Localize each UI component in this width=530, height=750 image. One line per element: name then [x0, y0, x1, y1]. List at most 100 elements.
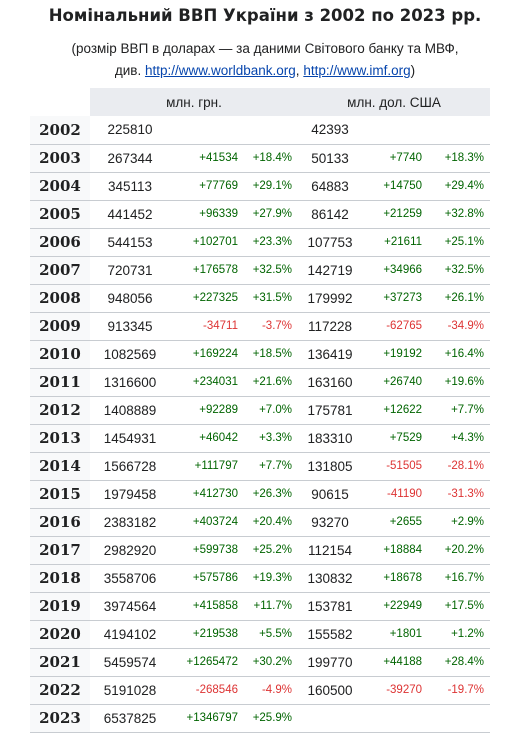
year-cell: 2023 [30, 704, 90, 732]
uah-value-cell: 913345 [107, 318, 153, 334]
year-cell: 2005 [30, 200, 90, 228]
uah-percent-cell: +26.3% [252, 488, 293, 500]
usd-percent-cell: +18.3% [444, 152, 485, 164]
usd-percent-cell: -31.3% [447, 488, 485, 500]
uah-percent-cell: +29.1% [252, 180, 293, 192]
uah-value-cell: 3974564 [103, 598, 157, 614]
uah-change-cell: +176578 [192, 264, 238, 276]
uah-value-cell: 6537825 [103, 710, 157, 726]
uah-percent-cell [244, 116, 298, 144]
usd-percent-cell: +28.4% [444, 656, 485, 668]
uah-value-cell: 1082569 [103, 346, 157, 362]
usd-percent-cell: +4.3% [451, 432, 485, 444]
table-row: 2017 2982920 +599738 +25.2% 112154 +18884 +20.… [30, 536, 491, 564]
usd-value-cell: 163160 [307, 374, 353, 390]
year-cell: 2021 [30, 648, 90, 676]
table-row: 2002 225810 42393 [30, 116, 491, 144]
usd-header: млн. дол. США [298, 88, 491, 116]
uah-value-cell: 544153 [107, 234, 153, 250]
uah-change-cell: +415858 [192, 600, 238, 612]
usd-change-cell: +21611 [384, 236, 423, 248]
usd-value-cell: 160500 [307, 682, 353, 698]
usd-change-cell: -51505 [386, 460, 423, 472]
year-cell: 2012 [30, 396, 90, 424]
table-row: 2011 1316600 +234031 +21.6% 163160 +26740 +19.… [30, 368, 491, 396]
year-cell: 2015 [30, 480, 90, 508]
uah-percent-cell: +25.9% [252, 712, 293, 724]
usd-change-cell: +22949 [383, 600, 423, 612]
year-cell: 2016 [30, 508, 90, 536]
uah-value-cell: 5191028 [103, 682, 157, 698]
table-row: 2009 913345 -34711 -3.7% 117228 -62765 -34.9% [30, 312, 491, 340]
usd-value-cell: 175781 [307, 402, 353, 418]
usd-value-cell: 107753 [307, 234, 353, 250]
table-row: 2007 720731 +176578 +32.5% 142719 +34966 +32.5… [30, 256, 491, 284]
table-row: 2008 948056 +227325 +31.5% 179992 +37273 +26.1… [30, 284, 491, 312]
uah-percent-cell: +23.3% [252, 236, 293, 248]
usd-value-cell: 142719 [307, 262, 353, 278]
uah-percent-cell: +31.5% [252, 292, 293, 304]
year-cell: 2017 [30, 536, 90, 564]
usd-percent-cell: -19.7% [447, 684, 485, 696]
usd-change-cell: +44188 [383, 656, 423, 668]
subtitle-line-2: див. http://www.worldbank.org, http://ww… [0, 60, 530, 82]
usd-change-cell [362, 704, 428, 732]
uah-percent-cell: +27.9% [252, 208, 293, 220]
usd-change-cell: +7740 [389, 152, 423, 164]
year-cell: 2008 [30, 284, 90, 312]
usd-value-cell: 179992 [307, 290, 353, 306]
table-body: 2002 225810 42393 2003 267344 +41534 +18.4% 501… [30, 116, 491, 732]
uah-change-cell: +46042 [199, 432, 238, 444]
uah-change-cell: +227325 [192, 292, 238, 304]
usd-percent-cell: +7.7% [451, 404, 485, 416]
uah-change-cell: -34711 [203, 320, 238, 332]
uah-header: млн. грн. [90, 88, 299, 116]
uah-percent-cell: +30.2% [252, 656, 293, 668]
uah-change-cell: +92289 [199, 404, 238, 416]
usd-value-cell: 199770 [307, 654, 353, 670]
usd-value-cell: 112154 [307, 542, 353, 558]
uah-change-cell: +169224 [192, 348, 238, 360]
table-row: 2004 345113 +77769 +29.1% 64883 +14750 +29.4% [30, 172, 491, 200]
table-row: 2019 3974564 +415858 +11.7% 153781 +22949 +17.… [30, 592, 491, 620]
uah-change-cell: +1346797 [186, 712, 239, 724]
year-cell: 2002 [30, 116, 90, 144]
usd-change-cell: +18678 [383, 572, 423, 584]
usd-value-cell: 93270 [311, 514, 349, 530]
year-cell: 2014 [30, 452, 90, 480]
usd-percent-cell: +20.2% [444, 544, 485, 556]
usd-percent-cell: -34.9% [447, 320, 485, 332]
usd-percent-cell: +29.4% [444, 180, 485, 192]
usd-value-cell: 131805 [307, 458, 353, 474]
usd-percent-cell: +19.6% [444, 376, 485, 388]
table-row: 2020 4194102 +219538 +5.5% 155582 +1801 +1.2% [30, 620, 491, 648]
usd-change-cell: +26740 [383, 376, 423, 388]
usd-change-cell: -41190 [387, 488, 423, 500]
table-row: 2014 1566728 +111797 +7.7% 131805 -51505 -28.1… [30, 452, 491, 480]
uah-value-cell: 948056 [107, 290, 153, 306]
year-cell: 2019 [30, 592, 90, 620]
year-cell: 2020 [30, 620, 90, 648]
year-header-cell [30, 88, 90, 116]
worldbank-link[interactable]: http://www.worldbank.org [144, 63, 296, 78]
uah-change-cell [170, 116, 244, 144]
uah-percent-cell: +32.5% [252, 264, 293, 276]
year-cell: 2018 [30, 564, 90, 592]
year-cell: 2004 [30, 172, 90, 200]
uah-change-cell: +412730 [192, 488, 238, 500]
usd-value-cell: 86142 [311, 206, 349, 222]
uah-percent-cell: -4.9% [261, 684, 293, 696]
uah-value-cell: 1408889 [103, 402, 157, 418]
subtitle-suffix: ) [410, 63, 416, 78]
usd-change-cell: +37273 [383, 292, 423, 304]
usd-change-cell: -62765 [386, 320, 423, 332]
usd-value-cell: 90615 [311, 486, 349, 502]
imf-link[interactable]: http://www.imf.org [303, 63, 411, 78]
subtitle-separator: , [295, 63, 304, 78]
table-subtitle: (розмір ВВП в доларах — за даними Світов… [0, 38, 530, 82]
uah-value-cell: 1566728 [103, 458, 157, 474]
uah-value-cell: 225810 [107, 122, 153, 138]
usd-value-cell: 155582 [307, 626, 353, 642]
usd-value-cell: 42393 [311, 122, 349, 138]
uah-change-cell: +575786 [192, 572, 238, 584]
